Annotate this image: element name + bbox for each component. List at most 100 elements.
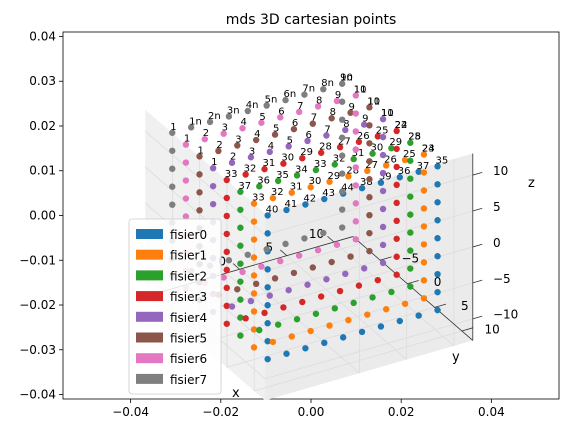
point-label: 39 [379,172,392,183]
x-tick-label: 0.02 [388,405,415,419]
legend-label: fisier5 [170,332,207,346]
data-point [323,132,330,139]
point-label: 43 [322,188,335,199]
data-point [338,116,346,123]
data-point [250,254,258,261]
data-point [323,276,330,283]
data-point [420,277,428,284]
data-point [247,297,255,305]
data-point [366,176,373,183]
legend-swatch [136,373,163,384]
point-label: 30 [309,176,322,187]
x-tick-label: 0.04 [478,405,505,419]
point-label: 37 [417,161,430,172]
data-point [326,322,333,329]
data-point [312,310,320,317]
legend-box [128,218,222,395]
data-point [234,286,241,293]
data-point [223,230,230,238]
data-point [396,317,403,325]
data-point [388,288,395,296]
data-point [250,308,258,315]
data-point [345,173,352,180]
data-point [321,339,328,347]
point-label: 25 [376,125,389,136]
data-point [256,183,263,190]
legend-swatch [136,270,163,281]
y3d-tick-label: 5 [461,299,469,313]
data-point [252,280,260,288]
z3d-tick-label: −10 [493,308,518,322]
point-label: 34 [295,164,308,175]
data-point [266,292,273,299]
data-point [242,171,249,178]
data-point [282,96,289,104]
data-point [237,332,244,339]
data-point [407,211,414,218]
y3d-tick [461,327,474,332]
data-point [250,218,258,225]
data-point [379,169,387,177]
z3d-tick [472,243,483,248]
z3d-tick [472,279,483,284]
data-point [250,290,258,297]
legend-swatch [136,291,163,302]
point-label: 3n [227,105,240,116]
gridline [199,283,408,345]
data-point [339,334,347,341]
point-label: 33 [314,159,327,170]
data-point [379,133,387,141]
data-point [223,176,230,184]
y-tick-label: 0.01 [29,164,56,178]
data-point [352,218,360,225]
data-point [169,183,176,190]
point-label: 8 [316,95,322,106]
data-point [314,103,322,110]
point-label: 31 [290,182,303,193]
point-label: 1n [189,116,202,127]
x3d-tick-label: 10 [309,227,324,241]
data-point [293,172,301,179]
data-point [280,304,287,311]
point-label: 29 [300,147,313,158]
data-point [290,269,298,277]
data-point [434,199,441,206]
data-point [309,264,316,271]
data-point [420,241,428,248]
data-point [352,164,360,171]
data-point [358,184,366,192]
y3d-tick [380,256,392,261]
data-point [338,170,346,177]
point-label: 40 [266,204,279,215]
point-label: 3 [249,146,255,157]
data-point [366,247,373,255]
data-point [366,122,373,129]
point-label: 11 [354,85,367,96]
data-point [407,175,414,182]
data-point [350,155,357,163]
data-point [264,266,271,273]
data-point [285,286,292,294]
point-label: 8 [330,107,336,118]
point-label: 35 [276,170,289,181]
data-point [401,156,409,164]
data-point [320,229,327,237]
data-point [366,211,373,219]
data-point [393,199,400,207]
point-label: 7 [311,113,317,124]
legend-swatch [136,353,163,364]
z3d-tick [472,315,483,320]
data-point [321,195,328,203]
data-point [420,187,428,194]
point-label: 26 [384,154,397,165]
point-label: 29 [389,137,402,148]
data-point [336,287,344,295]
data-point [379,223,387,231]
data-point [209,200,217,208]
data-point [407,229,414,236]
data-point [283,350,290,357]
data-point [169,129,176,136]
